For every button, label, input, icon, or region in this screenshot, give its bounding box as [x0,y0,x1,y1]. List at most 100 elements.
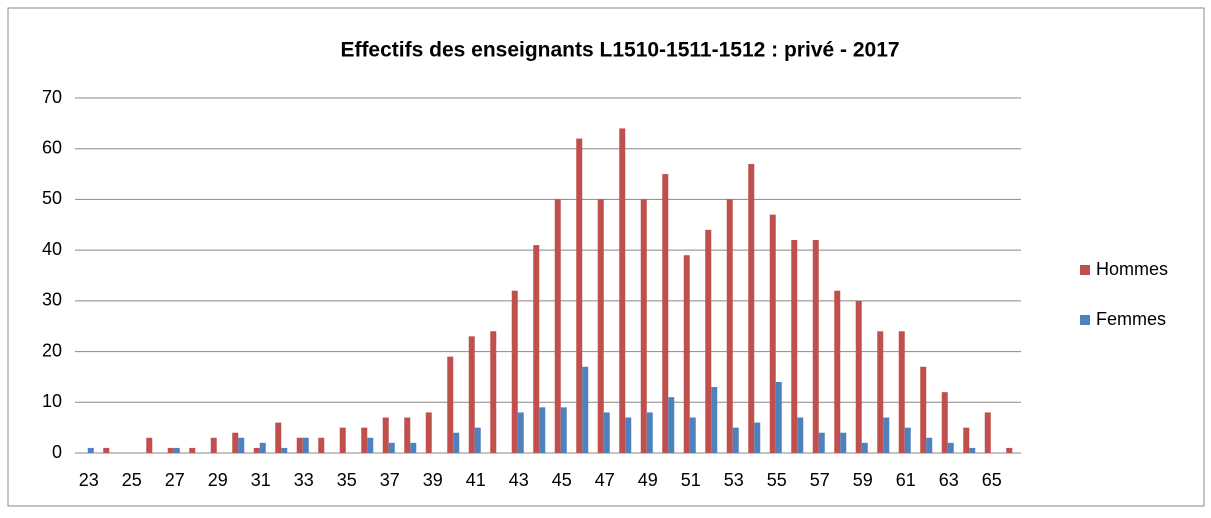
x-tick-label: 61 [896,470,916,490]
bar [447,356,454,453]
y-tick-label: 20 [42,340,62,360]
x-tick-label: 45 [552,470,572,490]
y-tick-label: 0 [52,442,62,462]
bar [517,412,524,453]
bar [668,397,675,453]
x-tick-label: 47 [595,470,615,490]
bar [302,437,309,453]
bar [705,229,712,453]
bar [797,417,804,453]
bar [748,163,755,453]
bar [560,407,567,453]
bar [732,427,739,453]
bar [382,417,389,453]
bar [941,392,948,453]
y-tick-label: 70 [42,87,62,107]
y-tick-label: 60 [42,137,62,157]
legend-label: Hommes [1096,259,1168,279]
bar [339,427,346,453]
x-tick-label: 39 [423,470,443,490]
y-tick-label: 30 [42,290,62,310]
bar [603,412,610,453]
bar [969,447,976,453]
bar [1006,447,1013,453]
bar [404,417,411,453]
bar [984,412,991,453]
y-tick-label: 10 [42,391,62,411]
bar [840,432,847,453]
bar [726,199,733,453]
legend-swatch [1080,315,1090,325]
x-tick-label: 33 [294,470,314,490]
bar [754,422,761,453]
bar [533,245,540,453]
bar [883,417,890,453]
bar [189,447,196,453]
bar [818,432,825,453]
x-tick-label: 63 [939,470,959,490]
bar [625,417,632,453]
bar [898,331,905,453]
bar [146,437,153,453]
bar [834,290,841,453]
bar [769,214,776,453]
bar [662,174,669,454]
bar [318,437,325,453]
bar [296,437,303,453]
x-tick-label: 25 [122,470,142,490]
bar [361,427,368,453]
bar [711,387,718,453]
x-tick-label: 53 [724,470,744,490]
bar [425,412,432,453]
bar [576,138,583,454]
bar [539,407,546,453]
x-tick-label: 59 [853,470,873,490]
bar [468,336,475,453]
x-tick-label: 29 [208,470,228,490]
bar [926,437,933,453]
bar [812,240,819,453]
bar [791,240,798,453]
bar [640,199,647,453]
legend-label: Femmes [1096,309,1166,329]
bar [410,442,417,453]
bar [87,447,94,453]
x-tick-label: 55 [767,470,787,490]
x-tick-label: 27 [165,470,185,490]
bar [775,382,782,453]
bar [904,427,911,453]
bar [963,427,970,453]
y-tick-label: 40 [42,239,62,259]
bar [367,437,374,453]
chart-title: Effectifs des enseignants L1510-1511-151… [340,39,899,62]
bar [474,427,481,453]
x-tick-label: 49 [638,470,658,490]
x-tick-label: 23 [79,470,99,490]
bar [232,432,239,453]
bar [597,199,604,453]
x-tick-label: 35 [337,470,357,490]
bar [388,442,395,453]
x-tick-label: 51 [681,470,701,490]
bar [103,447,110,453]
bar [490,331,497,453]
bar [947,442,954,453]
bar [855,300,862,453]
bar [173,447,180,453]
y-tick-label: 50 [42,188,62,208]
x-tick-label: 57 [810,470,830,490]
bar [861,442,868,453]
bar [582,366,589,453]
bar [281,447,288,453]
x-tick-label: 41 [466,470,486,490]
x-tick-label: 65 [982,470,1002,490]
bar [683,255,690,453]
bar [877,331,884,453]
bar [259,442,266,453]
bar [554,199,561,453]
bar [511,290,518,453]
x-tick-label: 43 [509,470,529,490]
bar [167,447,174,453]
x-tick-label: 31 [251,470,271,490]
x-tick-label: 37 [380,470,400,490]
